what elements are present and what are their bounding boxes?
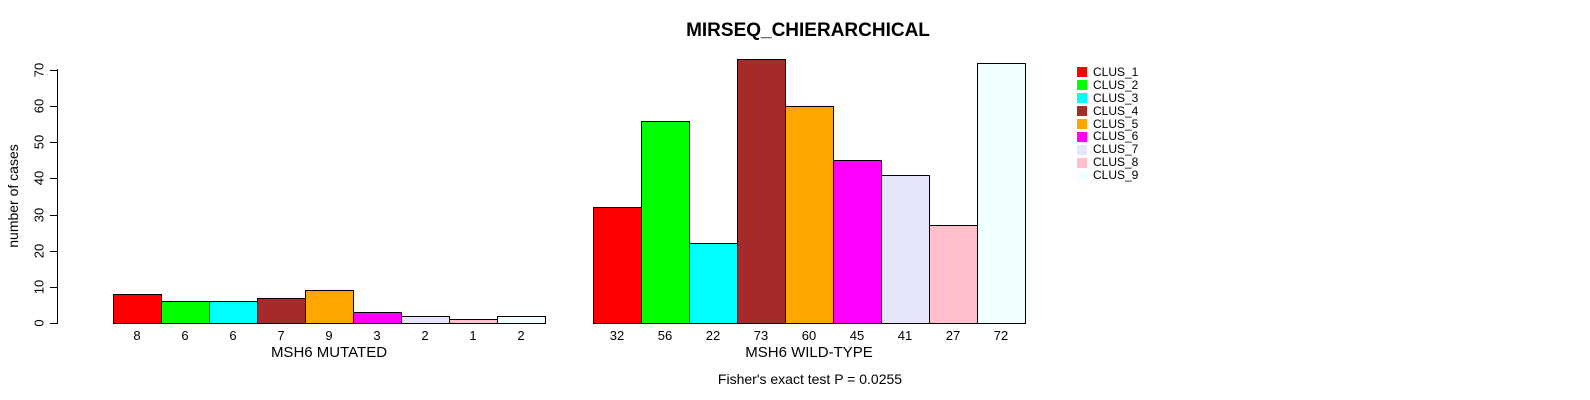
bar-value-label: 6 — [229, 328, 237, 343]
bar-value-label: 27 — [945, 328, 961, 343]
bar-clus_9-mutated — [497, 315, 546, 324]
legend: CLUS_1 CLUS_2 CLUS_3 CLUS_4 CLUS_5 CLUS_6 CLUS… — [1077, 66, 1138, 182]
chart-title: MIRSEQ_CHIERARCHICAL — [686, 20, 930, 41]
y-tick — [50, 69, 58, 71]
y-tick-label: 10 — [31, 279, 47, 295]
y-tick-label: 70 — [31, 62, 47, 78]
bar-clus_5-mutated — [305, 290, 354, 324]
fisher-test-annotation: Fisher's exact test P = 0.0255 — [717, 371, 903, 387]
bar-clus_7-wild-type — [881, 174, 930, 324]
bar-clus_9-wild-type — [977, 62, 1026, 324]
bar-clus_4-wild-type — [737, 59, 786, 324]
bar-value-label: 60 — [801, 328, 817, 343]
legend-swatch-clus_6 — [1077, 131, 1087, 142]
y-tick — [50, 323, 58, 324]
y-tick — [50, 250, 58, 252]
bar-value-label: 56 — [657, 328, 673, 343]
legend-swatch-clus_7 — [1077, 144, 1087, 155]
group-label-msh6-mutated: MSH6 MUTATED — [270, 344, 388, 361]
y-tick — [50, 106, 58, 108]
legend-swatch-clus_8 — [1077, 157, 1087, 168]
bar-clus_2-wild-type — [641, 120, 690, 324]
y-tick-label: 60 — [31, 98, 47, 114]
legend-label: CLUS_4 — [1093, 103, 1139, 118]
legend-item: CLUS_4 — [1077, 103, 1139, 118]
bar-value-label: 72 — [993, 328, 1009, 343]
y-tick — [50, 214, 58, 216]
y-tick-label: 0 — [31, 319, 47, 327]
bar-clus_7-mutated — [401, 315, 450, 324]
bar-value-label: 6 — [181, 328, 189, 343]
bar-value-label: 9 — [325, 328, 333, 343]
legend-label: CLUS_7 — [1093, 142, 1139, 157]
bar-value-label: 2 — [517, 328, 525, 343]
y-tick — [50, 286, 58, 288]
bar-value-label: 8 — [133, 328, 141, 343]
legend-label: CLUS_5 — [1093, 116, 1139, 131]
y-tick-label: 20 — [31, 243, 47, 258]
bar-value-label: 45 — [849, 328, 865, 343]
legend-swatch-clus_2 — [1077, 80, 1087, 91]
legend-item: CLUS_1 — [1077, 66, 1138, 79]
legend-label: CLUS_3 — [1093, 90, 1139, 105]
bar-value-label: 22 — [705, 328, 721, 343]
bar-value-label: 7 — [277, 328, 285, 343]
y-tick-label: 50 — [31, 135, 47, 150]
legend-label: CLUS_1 — [1093, 65, 1139, 79]
legend-swatch-clus_9 — [1077, 170, 1087, 181]
y-tick-label: 30 — [31, 207, 47, 222]
legend-swatch-clus_1 — [1077, 67, 1087, 78]
bar-value-label: 1 — [469, 328, 477, 343]
legend-swatch-clus_3 — [1077, 93, 1087, 104]
bar-value-label: 3 — [373, 328, 381, 343]
bar-clus_8-wild-type — [929, 225, 978, 324]
bar-clus_6-wild-type — [833, 160, 882, 324]
legend-item: CLUS_3 — [1077, 90, 1139, 105]
y-axis-line — [57, 69, 58, 324]
legend-item: CLUS_6 — [1077, 130, 1138, 143]
legend-swatch-clus_5 — [1077, 119, 1087, 129]
bar-clus_4-mutated — [257, 297, 306, 324]
bar-value-label: 2 — [421, 328, 429, 343]
bar-clus_1-wild-type — [593, 207, 642, 324]
bar-value-label: 32 — [609, 328, 625, 343]
bar-value-label: 73 — [753, 328, 769, 343]
legend-label: CLUS_2 — [1093, 77, 1139, 92]
legend-label: CLUS_8 — [1093, 155, 1139, 170]
bar-clus_6-mutated — [353, 312, 402, 324]
legend-label: CLUS_9 — [1093, 168, 1139, 183]
bar-clus_8-mutated — [449, 319, 498, 324]
legend-item: CLUS_2 — [1077, 77, 1139, 92]
legend-swatch-clus_4 — [1077, 106, 1087, 117]
legend-item: CLUS_8 — [1077, 156, 1138, 169]
bar-clus_5-wild-type — [785, 106, 834, 324]
y-axis-label: number of cases — [5, 144, 21, 248]
bar-clus_3-wild-type — [689, 243, 738, 324]
legend-label: CLUS_6 — [1093, 129, 1139, 144]
bar-clus_3-mutated — [209, 301, 258, 324]
legend-item: CLUS_7 — [1077, 143, 1138, 156]
y-tick — [50, 142, 58, 144]
bar-value-label: 41 — [897, 328, 913, 343]
legend-item: CLUS_5 — [1077, 116, 1139, 131]
y-tick — [50, 178, 58, 180]
legend-item: CLUS_9 — [1077, 169, 1138, 182]
bar-clus_2-mutated — [161, 301, 210, 324]
y-tick-label: 40 — [31, 171, 47, 186]
group-label-msh6-wild-type: MSH6 WILD-TYPE — [745, 344, 873, 361]
bar-clus_1-mutated — [113, 294, 162, 324]
